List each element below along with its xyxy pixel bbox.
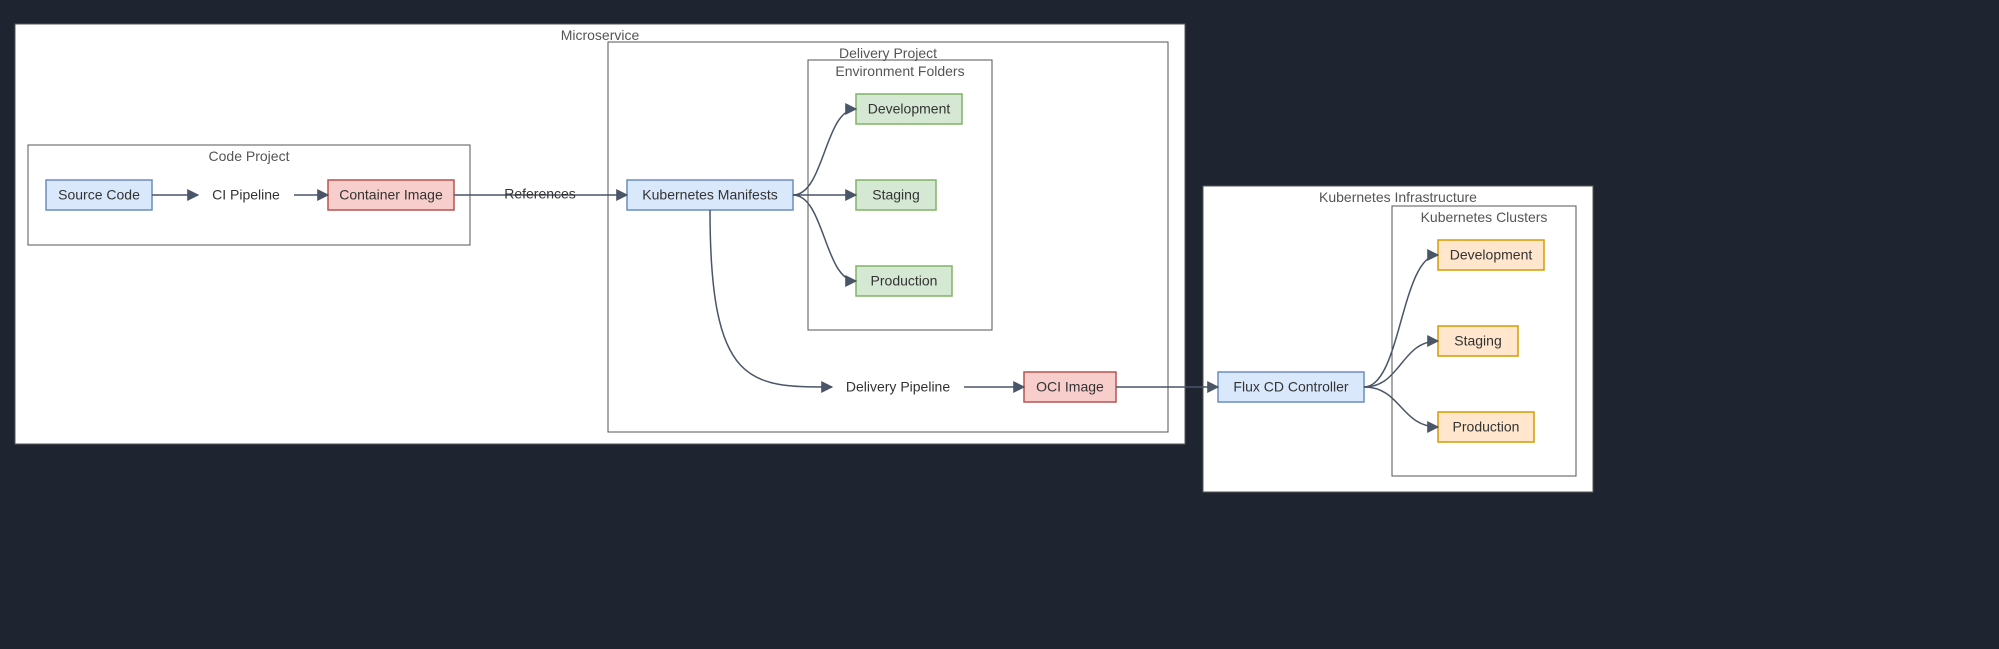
edge-label-container_image-k8s_manifests: References [504, 186, 576, 202]
node-label-cl_staging: Staging [1454, 333, 1501, 349]
group-label-code-project: Code Project [209, 148, 290, 164]
group-label-delivery-project: Delivery Project [839, 45, 937, 61]
group-label-k8s-infra: Kubernetes Infrastructure [1319, 189, 1477, 205]
node-label-k8s_manifests: Kubernetes Manifests [642, 187, 777, 203]
node-label-oci_image: OCI Image [1036, 379, 1104, 395]
node-label-env_prod: Production [871, 273, 938, 289]
node-label-env_staging: Staging [872, 187, 919, 203]
node-label-source_code: Source Code [58, 187, 140, 203]
diagram-canvas: Microservice Code Project Delivery Project… [0, 0, 1999, 649]
node-label-delivery_pipeline: Delivery Pipeline [846, 379, 950, 395]
panel-infra [1203, 186, 1593, 492]
node-label-cl_dev: Development [1450, 247, 1533, 263]
panel-microservice [15, 24, 1185, 444]
node-label-flux: Flux CD Controller [1233, 379, 1348, 395]
node-label-env_dev: Development [868, 101, 951, 117]
node-label-ci_pipeline: CI Pipeline [212, 187, 280, 203]
group-label-microservice: Microservice [561, 27, 640, 43]
group-label-k8s-clusters: Kubernetes Clusters [1421, 209, 1548, 225]
node-label-cl_prod: Production [1453, 419, 1520, 435]
group-label-environment-folders: Environment Folders [835, 63, 964, 79]
node-label-container_image: Container Image [339, 187, 443, 203]
